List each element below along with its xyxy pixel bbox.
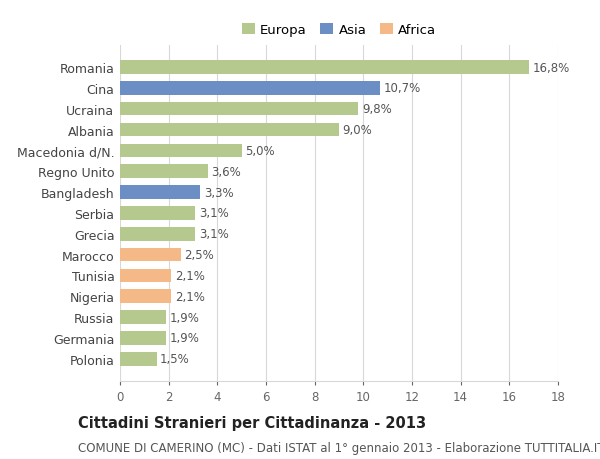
Bar — [120, 207, 196, 220]
Text: 2,5%: 2,5% — [184, 248, 214, 262]
Bar — [120, 248, 181, 262]
Bar — [120, 228, 196, 241]
Text: 16,8%: 16,8% — [532, 62, 570, 74]
Bar — [120, 269, 171, 283]
Text: 2,1%: 2,1% — [175, 290, 205, 303]
Text: 1,5%: 1,5% — [160, 353, 190, 365]
Bar — [120, 103, 358, 116]
Text: Cittadini Stranieri per Cittadinanza - 2013: Cittadini Stranieri per Cittadinanza - 2… — [78, 415, 426, 431]
Bar — [120, 165, 208, 179]
Text: COMUNE DI CAMERINO (MC) - Dati ISTAT al 1° gennaio 2013 - Elaborazione TUTTITALI: COMUNE DI CAMERINO (MC) - Dati ISTAT al … — [78, 441, 600, 453]
Bar — [120, 82, 380, 95]
Bar — [120, 352, 157, 366]
Bar — [120, 123, 339, 137]
Text: 9,8%: 9,8% — [362, 103, 392, 116]
Bar — [120, 186, 200, 199]
Bar — [120, 331, 166, 345]
Legend: Europa, Asia, Africa: Europa, Asia, Africa — [236, 19, 442, 43]
Text: 3,6%: 3,6% — [211, 165, 241, 179]
Text: 1,9%: 1,9% — [170, 332, 200, 345]
Text: 9,0%: 9,0% — [343, 124, 373, 137]
Text: 3,1%: 3,1% — [199, 207, 229, 220]
Text: 1,9%: 1,9% — [170, 311, 200, 324]
Text: 2,1%: 2,1% — [175, 269, 205, 282]
Text: 3,1%: 3,1% — [199, 228, 229, 241]
Bar — [120, 290, 171, 303]
Text: 5,0%: 5,0% — [245, 145, 275, 157]
Text: 3,3%: 3,3% — [204, 186, 233, 199]
Text: 10,7%: 10,7% — [384, 82, 421, 95]
Bar — [120, 61, 529, 75]
Bar — [120, 144, 242, 158]
Bar — [120, 311, 166, 324]
